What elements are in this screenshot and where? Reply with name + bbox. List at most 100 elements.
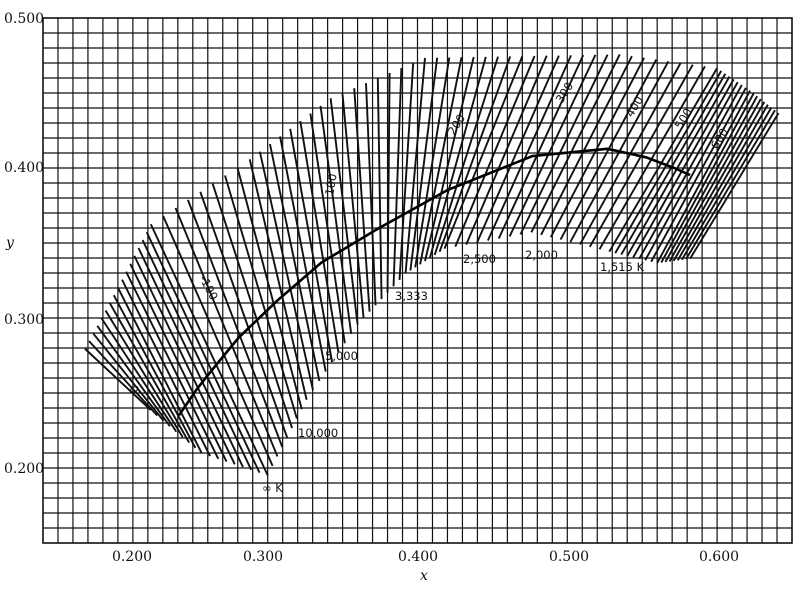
isotemperature-line [112,294,197,449]
isotemperature-line [598,65,706,250]
isotemperature-line [540,55,633,236]
isotemperature-line [508,54,597,237]
x-tick-label: 0.500 [549,549,589,565]
isotemperature-line [108,302,190,443]
isotemperature-line [476,55,560,243]
isotemperature-line [269,143,321,382]
isotemperature-line [530,54,621,233]
isotemperature-line [660,92,755,263]
isotemperature-line [668,98,762,262]
isotemperature-line [341,93,365,319]
isotemperature-line [289,128,334,363]
y-tick-label: 0.500 [4,11,44,27]
isotemperature-line [664,95,759,263]
temperature-label: 1,515 K [600,260,645,274]
isotemperature-line [121,279,211,457]
isotemperature-line [279,136,327,372]
isotemperature-line [365,83,377,306]
x-tick-label: 0.400 [398,549,438,565]
planckian-locus [177,147,691,417]
isotemperature-line [414,57,451,268]
isotemperature-line [672,101,766,262]
isotemperature-line [96,325,171,427]
isotemperature-line [376,78,383,300]
y-tick-label: 0.300 [4,312,44,328]
isotemperature-line [644,84,743,261]
isotemperature-line [519,54,609,235]
isotemperature-line [309,113,346,344]
isotemperature-line [162,215,274,467]
isotemperature-line [145,231,261,473]
isotemperature-line [88,340,158,417]
isotemperature-line [258,151,314,391]
isotemperature-line [92,332,165,422]
isotemperature-line [487,54,572,241]
isotemperature-line [104,310,184,438]
planckian-locus-curve [177,147,691,417]
isotemperature-lines [84,54,780,476]
temperature-label: ∞ K [262,481,283,495]
isotemperature-line [236,167,303,410]
isotemperature-line [137,247,244,468]
isotemperature-line [392,67,403,287]
isotemperature-line [404,57,426,274]
iso-line-label: 100 [322,172,340,196]
y-tick-label: 0.400 [4,160,44,176]
isotemperature-line [141,239,253,471]
y-axis-label: y [5,235,15,251]
isotemperature-line [656,90,751,264]
isotemperature-line [620,73,727,256]
isotemperature-line [454,55,536,248]
isotemperature-line [174,207,279,457]
y-tick-label: 0.200 [4,461,44,477]
isotemperature-line [650,87,747,263]
isotemperature-line [497,54,585,239]
isotemperature-line [129,263,228,462]
isotemperature-line [409,57,439,271]
isotemperature-line [100,317,178,433]
isotemperature-line [626,76,731,257]
isotemperature-line [398,62,415,281]
iso-line-label: 500 [672,106,696,132]
isotemperature-line [638,81,739,260]
isotemperature-line [299,120,340,353]
isotemperature-line [125,271,220,460]
isotemperature-line [419,57,463,265]
temperature-label: 5,000 [325,349,358,363]
isotemperature-line [681,106,773,261]
isotemperature-line [133,255,236,465]
grid [42,17,793,544]
isotemperature-line [199,191,289,438]
isotemperature-line [353,88,371,312]
isotemperature-line [84,348,152,411]
isotemperature-line [465,55,548,245]
temperature-label: 10,000 [298,426,338,440]
temperature-label: 3,333 [395,289,428,303]
temperature-label: 2,000 [525,248,558,262]
temperature-label: 2,500 [463,252,496,266]
isotemperature-line [438,56,512,253]
isotemperature-line [428,56,487,259]
isotemperature-line [608,67,718,253]
isotemperature-line [549,57,645,238]
isotemperature-line [386,73,391,293]
x-tick-label: 0.200 [112,549,152,565]
isotemperature-line [424,56,475,262]
isotemperature-line [614,70,723,254]
isotemperature-line [117,287,203,454]
isotemperature-line [685,109,776,260]
isotemperature-line [248,159,308,400]
isotemperature-line [224,175,298,419]
x-tick-label: 0.300 [243,549,283,565]
x-tick-label: 0.600 [699,549,739,565]
isotemperature-line [187,199,284,448]
isotemperature-line [433,56,499,256]
isotemperature-line [689,112,780,260]
x-axis-label: x [420,568,428,584]
isotemperature-line [319,105,353,334]
isotemperature-line [149,223,269,476]
isotemperature-line [211,183,293,429]
isotemperature-line [632,78,735,258]
isotemperature-line [676,104,769,261]
